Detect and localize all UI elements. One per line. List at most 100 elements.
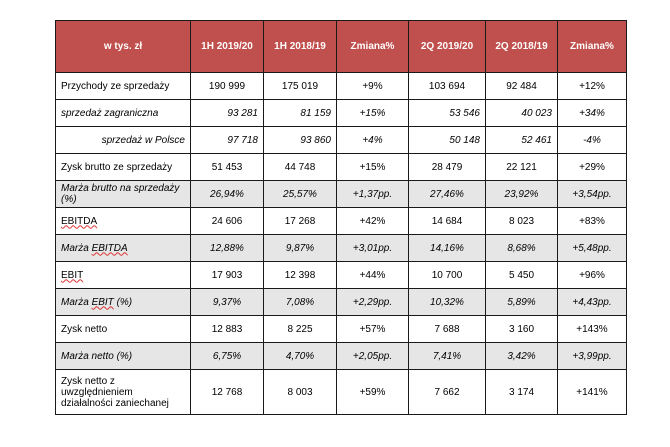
row-value: +1,37pp. <box>336 180 409 208</box>
spellcheck-word: EBITDA <box>91 242 128 254</box>
row-value: +9% <box>336 72 409 100</box>
row-value: +4,43pp. <box>557 288 627 316</box>
row-value: 93 860 <box>263 126 337 154</box>
header-unit: w tys. zł <box>55 20 191 73</box>
row-label: Przychody ze sprzedaży <box>55 72 191 100</box>
row-value: 3,42% <box>485 342 558 370</box>
row-value: +15% <box>336 99 409 127</box>
spellcheck-word: EBITDA <box>61 215 98 227</box>
header-1h-2019-20: 1H 2019/20 <box>190 20 264 73</box>
row-value: 53 546 <box>408 99 486 127</box>
header-change-2q: Zmiana% <box>557 20 627 73</box>
table-row: Przychody ze sprzedaży 190 999 175 019 +9% 1… <box>55 72 627 100</box>
row-value: 25,57% <box>263 180 337 208</box>
row-value: 10 700 <box>408 261 486 289</box>
row-value: 17 903 <box>190 261 264 289</box>
row-value: 12,88% <box>190 234 264 262</box>
row-value: 97 718 <box>190 126 264 154</box>
row-label: Marża EBITDA <box>55 234 191 262</box>
row-value: 81 159 <box>263 99 337 127</box>
row-value: 8 023 <box>485 207 558 235</box>
row-value: +3,99pp. <box>557 342 627 370</box>
row-value: 6,75% <box>190 342 264 370</box>
table-row: Zysk netto z uwzględnieniem działalności… <box>55 369 627 415</box>
row-value: +12% <box>557 72 627 100</box>
row-value: -4% <box>557 126 627 154</box>
row-value: 17 268 <box>263 207 337 235</box>
row-value: +57% <box>336 315 409 343</box>
row-value: 50 148 <box>408 126 486 154</box>
row-value: 52 461 <box>485 126 558 154</box>
row-value: 103 694 <box>408 72 486 100</box>
row-value: +5,48pp. <box>557 234 627 262</box>
row-value: 22 121 <box>485 153 558 181</box>
row-value: 12 398 <box>263 261 337 289</box>
row-label: Marża EBIT (%) <box>55 288 191 316</box>
row-value: 51 453 <box>190 153 264 181</box>
row-value: +141% <box>557 369 627 415</box>
row-label: sprzedaż w Polsce <box>55 126 191 154</box>
row-label: Marża netto (%) <box>55 342 191 370</box>
row-value: 92 484 <box>485 72 558 100</box>
row-value: 23,92% <box>485 180 558 208</box>
row-value: +143% <box>557 315 627 343</box>
header-change-1h: Zmiana% <box>336 20 409 73</box>
table-header-row: w tys. zł 1H 2019/20 1H 2018/19 Zmiana% … <box>55 20 627 73</box>
header-2q-2018-19: 2Q 2018/19 <box>485 20 558 73</box>
row-value: 8 003 <box>263 369 337 415</box>
table-row: EBIT 17 903 12 398 +44% 10 700 5 450 +96% <box>55 261 627 289</box>
row-value: 7 688 <box>408 315 486 343</box>
row-value: 4,70% <box>263 342 337 370</box>
table-row: sprzedaż zagraniczna 93 281 81 159 +15% 53 5… <box>55 99 627 127</box>
row-value: 190 999 <box>190 72 264 100</box>
table-row: sprzedaż w Polsce 97 718 93 860 +4% 50 148 52… <box>55 126 627 154</box>
row-value: 3 160 <box>485 315 558 343</box>
row-value: +83% <box>557 207 627 235</box>
row-value: +3,01pp. <box>336 234 409 262</box>
row-value: 10,32% <box>408 288 486 316</box>
row-value: +3,54pp. <box>557 180 627 208</box>
row-label: sprzedaż zagraniczna <box>55 99 191 127</box>
row-value: 27,46% <box>408 180 486 208</box>
row-value: +15% <box>336 153 409 181</box>
row-value: +44% <box>336 261 409 289</box>
row-value: 7,08% <box>263 288 337 316</box>
table-row: Marża brutto na sprzedaży (%) 26,94% 25,57… <box>55 180 627 208</box>
row-value: 14,16% <box>408 234 486 262</box>
row-value: +2,29pp. <box>336 288 409 316</box>
row-value: 40 023 <box>485 99 558 127</box>
header-2q-2019-20: 2Q 2019/20 <box>408 20 486 73</box>
row-value: 93 281 <box>190 99 264 127</box>
row-value: 26,94% <box>190 180 264 208</box>
row-value: 9,37% <box>190 288 264 316</box>
row-label: Zysk brutto ze sprzedaży <box>55 153 191 181</box>
row-value: +34% <box>557 99 627 127</box>
row-value: 9,87% <box>263 234 337 262</box>
table-row: EBITDA 24 606 17 268 +42% 14 684 8 023 +83% <box>55 207 627 235</box>
row-value: +59% <box>336 369 409 415</box>
row-value: 8,68% <box>485 234 558 262</box>
row-value: 44 748 <box>263 153 337 181</box>
row-value: 175 019 <box>263 72 337 100</box>
row-label: Zysk netto <box>55 315 191 343</box>
row-value: 8 225 <box>263 315 337 343</box>
row-value: 12 768 <box>190 369 264 415</box>
row-value: +2,05pp. <box>336 342 409 370</box>
row-value: 7 662 <box>408 369 486 415</box>
row-value: 14 684 <box>408 207 486 235</box>
table-row: Marża EBITDA 12,88% 9,87% +3,01pp. 14,16% 8,6… <box>55 234 627 262</box>
row-value: +4% <box>336 126 409 154</box>
row-value: +42% <box>336 207 409 235</box>
spellcheck-word: EBIT <box>61 269 84 281</box>
row-label: EBITDA <box>55 207 191 235</box>
row-value: 7,41% <box>408 342 486 370</box>
row-value: 12 883 <box>190 315 264 343</box>
row-value: 24 606 <box>190 207 264 235</box>
row-label: EBIT <box>55 261 191 289</box>
table-row: Marża EBIT (%) 9,37% 7,08% +2,29pp. 10,32% 5,… <box>55 288 627 316</box>
row-value: +29% <box>557 153 627 181</box>
row-label: Zysk netto z uwzględnieniem działalności… <box>55 369 191 415</box>
table-row: Marża netto (%) 6,75% 4,70% +2,05pp. 7,41% 3,… <box>55 342 627 370</box>
table-row: Zysk brutto ze sprzedaży 51 453 44 748 +15%… <box>55 153 627 181</box>
row-value: 5,89% <box>485 288 558 316</box>
